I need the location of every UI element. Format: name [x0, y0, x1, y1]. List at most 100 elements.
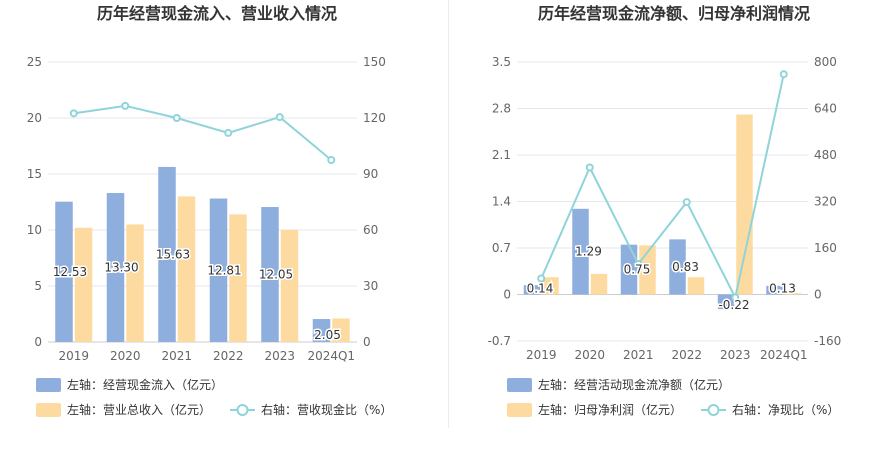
bar-data-label: 0.13: [769, 282, 796, 296]
legend-swatch: [507, 403, 532, 417]
right-axis-tick: 90: [363, 167, 378, 181]
line-point: [172, 114, 181, 122]
right-axis-tick: 480: [814, 148, 837, 162]
line-point: [121, 101, 130, 110]
x-axis-tick: 2024Q1: [307, 349, 355, 363]
bar-data-label: 0.83: [672, 260, 699, 274]
line-point: [327, 156, 336, 164]
line-point: [779, 70, 788, 79]
legend-line-marker: [236, 404, 249, 416]
x-axis-tick: 2023: [720, 348, 751, 362]
line-point: [224, 128, 233, 137]
legend-label: 左轴：营业总收入（亿元）: [67, 402, 211, 417]
left-axis-tick: 2.8: [492, 102, 511, 116]
bar-primary: [312, 319, 331, 342]
x-axis-tick: 2019: [58, 349, 89, 363]
bar-primary: [158, 166, 176, 342]
bar-data-label: 15.63: [156, 247, 190, 261]
bar-secondary: [590, 273, 608, 295]
x-axis-tick: 2020: [574, 348, 605, 362]
bar-secondary: [332, 318, 350, 342]
bar-secondary: [784, 293, 802, 295]
series-line: [540, 73, 785, 301]
left-axis-tick: 0.7: [492, 241, 511, 255]
right-axis-tick: 800: [814, 55, 837, 69]
left-axis-tick: 25: [27, 55, 42, 69]
bar-primary: [572, 208, 589, 295]
left-axis-tick: 20: [27, 111, 42, 125]
bar-data-label: 2.05: [314, 328, 341, 342]
bar-data-label: -0.22: [718, 298, 749, 312]
line-point: [537, 274, 546, 283]
bar-data-label: 1.29: [575, 245, 602, 259]
line-point: [682, 198, 691, 207]
bar-data-label: 12.05: [259, 268, 293, 282]
right-axis-tick: -160: [814, 334, 841, 348]
legend-label: 左轴：经营现金流入（亿元）: [67, 377, 223, 392]
bar-data-label: 0.14: [527, 282, 554, 296]
right-axis-tick: 320: [814, 195, 837, 209]
bar-primary: [209, 198, 228, 342]
legend-swatch: [507, 378, 532, 392]
x-axis-tick: 2022: [213, 349, 244, 363]
line-point: [634, 259, 643, 268]
legend-swatch: [36, 403, 61, 417]
legend-label: 右轴：净现比（%）: [732, 402, 839, 417]
line-point: [69, 109, 78, 118]
legend-line-marker: [707, 404, 720, 416]
bar-primary: [766, 285, 783, 295]
right-axis-tick: 0: [363, 335, 371, 349]
chart-panel-cashflow-revenue: 历年经营现金流入、营业收入情况 0 5 10 15 20 25 0 30 60 90 120 150 20…: [0, 0, 448, 458]
x-axis-tick: 2024Q1: [760, 348, 808, 362]
bar-secondary: [229, 214, 247, 342]
x-axis-tick: 2022: [671, 348, 702, 362]
legend-label: 右轴：营收现金比（%）: [261, 402, 392, 417]
left-axis-tick: 5: [34, 279, 42, 293]
x-axis-tick: 2019: [526, 348, 557, 362]
bar-primary: [261, 207, 279, 342]
legend-label: 左轴：经营活动现金流净额（亿元）: [538, 377, 730, 392]
left-axis-tick: 2.1: [492, 148, 511, 162]
line-point: [275, 113, 284, 122]
bar-data-label: 12.53: [53, 265, 87, 279]
x-axis-tick: 2023: [264, 349, 295, 363]
left-axis-tick: -0.7: [488, 334, 511, 348]
bar-primary: [717, 294, 735, 310]
left-axis-tick: 0: [503, 288, 511, 302]
left-axis-tick: 0: [34, 335, 42, 349]
bar-secondary: [687, 277, 705, 295]
bar-secondary: [74, 227, 93, 342]
chart-netcash-profit: 历年经营现金流净额、归母净利润情况 -0.7 0 0.7 1.4 2.1 2.8 3.5 -16…: [488, 4, 841, 417]
bar-primary: [620, 244, 638, 295]
x-axis-tick: 2021: [161, 349, 192, 363]
bar-secondary: [542, 277, 559, 295]
line-point: [585, 163, 594, 172]
right-axis-tick: 120: [363, 111, 386, 125]
left-axis-tick: 15: [27, 167, 42, 181]
right-axis-tick: 150: [363, 55, 386, 69]
series-line: [73, 104, 332, 161]
bar-primary: [106, 193, 125, 342]
chart-title: 历年经营现金流净额、归母净利润情况: [538, 4, 810, 23]
legend-swatch: [36, 378, 61, 392]
bar-primary: [669, 239, 686, 295]
right-axis-tick: 160: [814, 241, 837, 255]
bar-data-label: 0.75: [624, 263, 651, 277]
panel-divider: [448, 0, 449, 428]
bar-secondary: [177, 196, 196, 342]
x-axis-tick: 2020: [110, 349, 141, 363]
legend-label: 左轴：归母净利润（亿元）: [538, 402, 682, 417]
bar-secondary: [736, 114, 753, 295]
left-axis-tick: 10: [27, 223, 42, 237]
x-axis-tick: 2021: [623, 348, 654, 362]
line-point: [731, 293, 740, 302]
bar-primary: [523, 285, 541, 295]
bar-primary: [55, 201, 73, 342]
chart-title: 历年经营现金流入、营业收入情况: [97, 4, 337, 23]
left-axis-tick: 3.5: [492, 55, 511, 69]
right-axis-tick: 0: [814, 288, 822, 302]
right-axis-tick: 30: [363, 279, 378, 293]
chart-panel-netcash-profit: 历年经营现金流净额、归母净利润情况 -0.7 0 0.7 1.4 2.1 2.8 3.5 -16…: [449, 0, 893, 458]
bar-data-label: 12.81: [207, 263, 241, 277]
left-axis-tick: 1.4: [492, 195, 511, 209]
